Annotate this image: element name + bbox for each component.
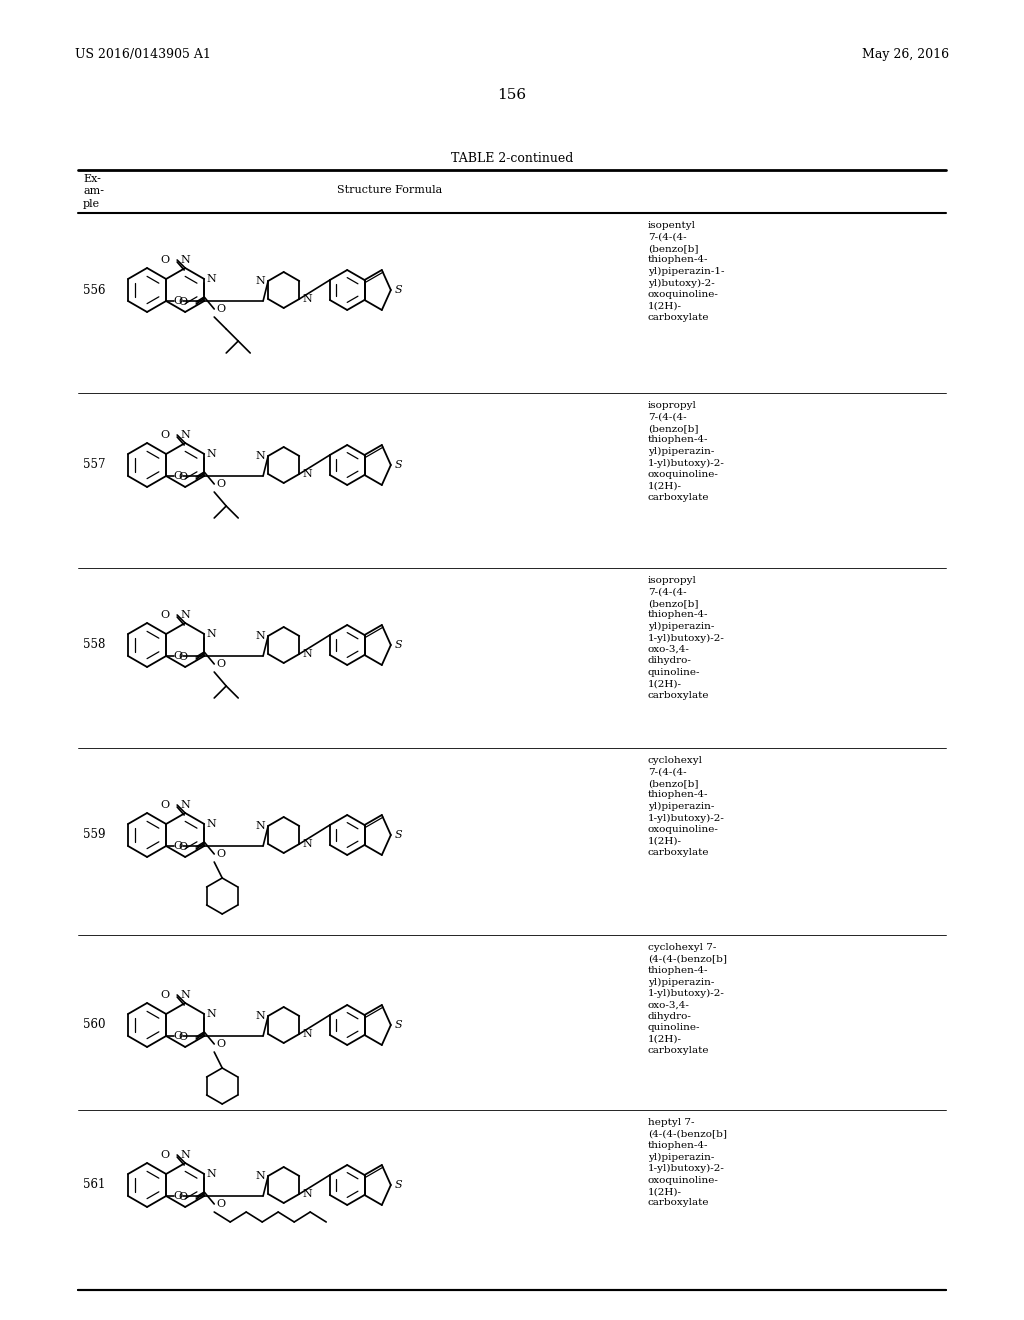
Text: S: S (395, 830, 402, 840)
Text: S: S (395, 459, 402, 470)
Text: 558: 558 (83, 639, 105, 652)
Text: 561: 561 (83, 1179, 105, 1192)
Text: May 26, 2016: May 26, 2016 (862, 48, 949, 61)
Text: N: N (302, 649, 312, 659)
Text: S: S (395, 285, 402, 294)
Text: cyclohexyl
7-(4-(4-
(benzo[b]
thiophen-4-
yl)piperazin-
1-yl)butoxy)-2-
oxoquino: cyclohexyl 7-(4-(4- (benzo[b] thiophen-4… (648, 756, 725, 857)
Text: N: N (255, 631, 265, 642)
Text: N: N (255, 1171, 265, 1181)
Text: N: N (302, 469, 312, 479)
Text: N: N (302, 1189, 312, 1199)
Text: 559: 559 (83, 829, 105, 842)
Text: O: O (216, 659, 225, 669)
Text: isopropyl
7-(4-(4-
(benzo[b]
thiophen-4-
yl)piperazin-
1-yl)butoxy)-2-
oxoquinol: isopropyl 7-(4-(4- (benzo[b] thiophen-4-… (648, 401, 725, 502)
Text: S: S (395, 1180, 402, 1191)
Text: O: O (160, 430, 169, 440)
Text: heptyl 7-
(4-(4-(benzo[b]
thiophen-4-
yl)piperazin-
1-yl)butoxy)-2-
oxoquinoline: heptyl 7- (4-(4-(benzo[b] thiophen-4- yl… (648, 1118, 727, 1208)
Text: O: O (173, 471, 182, 480)
Text: O: O (216, 1199, 225, 1209)
Text: O: O (178, 473, 187, 482)
Text: N: N (255, 1011, 265, 1020)
Text: US 2016/0143905 A1: US 2016/0143905 A1 (75, 48, 211, 61)
Text: N: N (206, 1008, 216, 1019)
Text: Structure Formula: Structure Formula (337, 185, 442, 195)
Text: 556: 556 (83, 284, 105, 297)
Text: O: O (178, 1032, 187, 1041)
Text: O: O (173, 1031, 182, 1041)
Text: N: N (180, 1150, 190, 1160)
Text: O: O (178, 652, 187, 663)
Text: N: N (206, 1170, 216, 1179)
Text: N: N (302, 1030, 312, 1039)
Text: O: O (173, 651, 182, 661)
Text: N: N (180, 800, 190, 810)
Text: isopropyl
7-(4-(4-
(benzo[b]
thiophen-4-
yl)piperazin-
1-yl)butoxy)-2-
oxo-3,4-
: isopropyl 7-(4-(4- (benzo[b] thiophen-4-… (648, 576, 725, 700)
Text: O: O (216, 479, 225, 488)
Text: O: O (160, 255, 169, 265)
Text: O: O (173, 1191, 182, 1201)
Text: S: S (395, 1020, 402, 1030)
Text: O: O (160, 1150, 169, 1160)
Text: S: S (395, 640, 402, 649)
Text: N: N (206, 818, 216, 829)
Text: O: O (216, 849, 225, 859)
Text: O: O (178, 297, 187, 308)
Text: TABLE 2-continued: TABLE 2-continued (451, 152, 573, 165)
Text: O: O (160, 800, 169, 810)
Text: 156: 156 (498, 88, 526, 102)
Text: O: O (178, 842, 187, 851)
Text: N: N (180, 610, 190, 620)
Text: Ex-
am-
ple: Ex- am- ple (83, 174, 104, 209)
Text: 557: 557 (83, 458, 105, 471)
Text: 560: 560 (83, 1019, 105, 1031)
Text: N: N (255, 451, 265, 461)
Text: O: O (173, 296, 182, 306)
Text: O: O (216, 304, 225, 314)
Text: O: O (160, 610, 169, 620)
Text: N: N (180, 255, 190, 265)
Text: N: N (206, 275, 216, 284)
Text: cyclohexyl 7-
(4-(4-(benzo[b]
thiophen-4-
yl)piperazin-
1-yl)butoxy)-2-
oxo-3,4-: cyclohexyl 7- (4-(4-(benzo[b] thiophen-4… (648, 942, 727, 1056)
Text: O: O (160, 990, 169, 1001)
Text: N: N (206, 630, 216, 639)
Text: O: O (216, 1039, 225, 1049)
Text: O: O (173, 841, 182, 851)
Text: O: O (178, 1192, 187, 1203)
Text: N: N (206, 449, 216, 459)
Text: N: N (302, 294, 312, 304)
Text: N: N (180, 990, 190, 1001)
Text: N: N (180, 430, 190, 440)
Text: isopentyl
7-(4-(4-
(benzo[b]
thiophen-4-
yl)piperazin-1-
yl)butoxy)-2-
oxoquinol: isopentyl 7-(4-(4- (benzo[b] thiophen-4-… (648, 220, 725, 322)
Text: N: N (302, 840, 312, 849)
Text: N: N (255, 821, 265, 832)
Text: N: N (255, 276, 265, 286)
